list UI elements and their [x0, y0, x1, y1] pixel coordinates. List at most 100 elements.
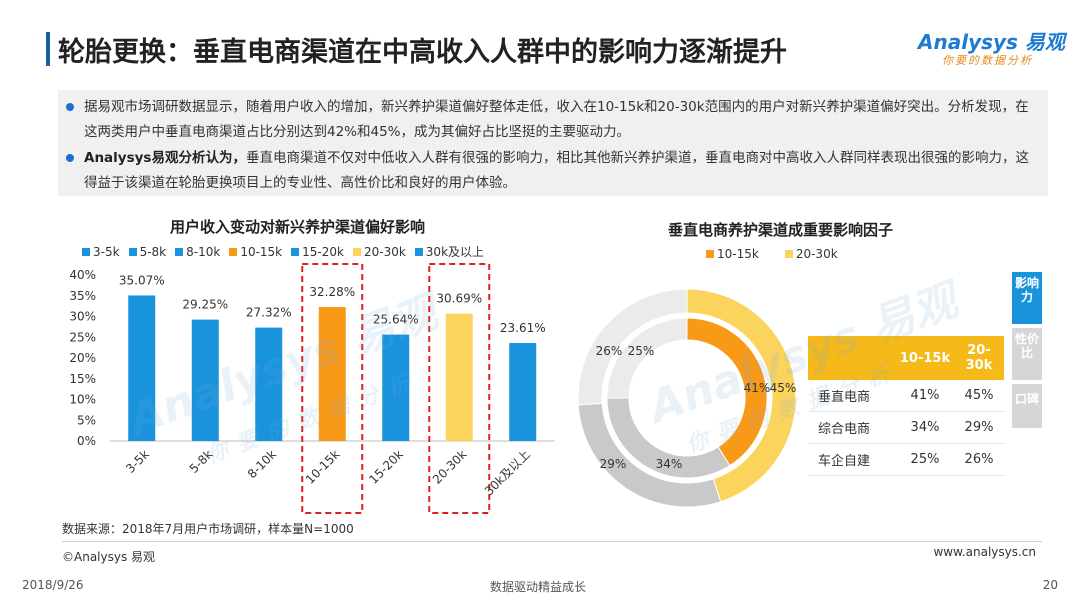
y-tick-label: 40% — [69, 268, 96, 282]
bar — [128, 295, 156, 441]
bar-legend-item: 8-10k — [175, 245, 220, 259]
bar-value-label: 25.64% — [373, 313, 419, 327]
bar-legend-item: 15-20k — [291, 245, 344, 259]
x-tick-label: 3-5k — [123, 447, 152, 476]
bar-chart: 0% 5% 10% 15% 20% 25% 30% 35% 40% 35.07% 3-5k 29.25… — [69, 263, 555, 514]
y-tick-label: 10% — [69, 393, 96, 407]
data-source-note: 数据来源：2018年7月用户市场调研，样本量N=1000 — [62, 522, 354, 536]
factor-table-header-10-15k: 10-15k — [896, 336, 954, 380]
footer-date: 2018/9/26 — [22, 578, 84, 592]
highlight-box — [301, 263, 364, 514]
page-number: 20 — [1042, 578, 1058, 592]
tab-influence[interactable]: 影响力 — [1012, 272, 1042, 324]
footer-divider — [62, 541, 1042, 542]
donut-legend-item: 10-15k — [706, 247, 759, 261]
table-cell: 29% — [954, 411, 1004, 444]
x-tick-label: 5-8k — [187, 447, 216, 476]
legend-swatch — [706, 250, 714, 258]
bullet-dot-icon — [66, 154, 74, 162]
donut-slice-label: 34% — [656, 457, 683, 471]
donut-slice-label: 29% — [600, 457, 627, 471]
bar — [191, 319, 219, 441]
factor-table: 10-15k 20-30k 垂直电商 41% 45% 综合电商 34% 29% … — [808, 336, 1004, 476]
donut-slice — [577, 288, 688, 406]
bar-value-label: 23.61% — [500, 321, 546, 335]
donut-slice-label: 25% — [628, 344, 655, 358]
donut-legend-item: 20-30k — [784, 247, 838, 261]
website-link[interactable]: www.analysys.cn — [933, 545, 1036, 559]
donut-slice-label: 45% — [770, 381, 797, 395]
bar-value-label: 30.69% — [436, 292, 482, 306]
table-cell: 25% — [896, 443, 954, 476]
x-tick-label: 8-10k — [245, 447, 279, 481]
bar — [318, 307, 346, 441]
logo-tagline: 你要的数据分析 — [942, 54, 1033, 67]
bar — [445, 313, 473, 441]
legend-swatch — [229, 248, 238, 256]
table-cell: 45% — [954, 380, 1004, 412]
bar — [382, 334, 410, 441]
y-tick-label: 0% — [77, 434, 96, 448]
legend-swatch — [352, 248, 361, 256]
table-cell: 26% — [954, 443, 1004, 476]
donut-slice-label: 41% — [744, 381, 771, 395]
table-cell: 综合电商 — [808, 411, 896, 444]
legend-label: 8-10k — [186, 245, 221, 259]
logo-main-text: Analysys 易观 — [918, 30, 1065, 54]
bar-chart-title: 用户收入变动对新兴养护渠道偏好影响 — [170, 218, 426, 236]
x-tick-label: 10-15k — [303, 447, 343, 487]
copyright: ©Analysys 易观 — [62, 550, 156, 564]
bar-value-label: 32.28% — [309, 285, 355, 299]
donut-chart: 41% 45% 34% 29% 26% 25% — [577, 288, 797, 508]
tab-reputation[interactable]: 口碑 — [1012, 384, 1042, 428]
legend-label: 30k及以上 — [425, 245, 485, 259]
factor-table-header-blank — [808, 336, 896, 380]
donut-slice — [606, 317, 688, 399]
table-row: 综合电商 34% 29% — [808, 411, 1004, 444]
legend-swatch — [784, 250, 793, 258]
bar-value-label: 27.32% — [246, 306, 292, 320]
bar-legend-item: 3-5k — [82, 245, 120, 259]
bar — [255, 327, 283, 441]
x-tick-label: 15-20k — [366, 447, 406, 487]
legend-label: 5-8k — [139, 245, 167, 259]
legend-label: 15-20k — [302, 245, 344, 259]
donut-chart-legend: 10-15k 20-30k — [706, 247, 864, 261]
summary-bullet-2-text: Analysys易观分析认为，垂直电商渠道不仅对中低收入人群有很强的影响力，相比… — [84, 146, 1039, 196]
summary-bullet-2-body: 垂直电商渠道不仅对中低收入人群有很强的影响力，相比其他新兴养护渠道，垂直电商对中… — [84, 150, 1029, 191]
y-tick-label: 35% — [69, 289, 96, 303]
bullet-dot-icon — [66, 103, 74, 111]
bar-legend-item: 10-15k — [229, 245, 282, 259]
x-tick-label: 20-30k — [430, 447, 470, 487]
tab-value-for-money[interactable]: 性价比 — [1012, 328, 1042, 380]
bar — [509, 343, 537, 441]
bar-legend-item: 5-8k — [128, 245, 167, 259]
legend-label: 10-15k — [240, 245, 283, 259]
legend-label: 20-30k — [795, 247, 838, 261]
y-tick-label: 20% — [69, 351, 96, 365]
factor-tab-strip: 影响力 性价比 口碑 — [1012, 272, 1042, 428]
title-accent-bar — [46, 32, 50, 66]
table-cell: 车企自建 — [808, 443, 896, 476]
table-cell: 垂直电商 — [808, 380, 896, 412]
y-tick-label: 5% — [77, 413, 96, 427]
bar-legend-item: 30k及以上 — [414, 243, 485, 260]
table-cell: 34% — [896, 411, 954, 444]
table-cell: 41% — [896, 380, 954, 412]
y-tick-label: 30% — [69, 310, 96, 324]
footer-slogan: 数据驱动精益成长 — [490, 580, 587, 594]
legend-label: 20-30k — [363, 245, 406, 259]
donut-slice-label: 26% — [596, 344, 623, 358]
analysys-logo: Analysys 易观 你要的数据分析 — [918, 24, 1068, 74]
legend-swatch — [414, 248, 423, 256]
highlight-box — [428, 263, 491, 514]
donut-chart-title: 垂直电商养护渠道成重要影响因子 — [668, 221, 894, 239]
y-tick-label: 15% — [69, 372, 96, 386]
bar-value-label: 29.25% — [182, 298, 228, 312]
legend-swatch — [128, 248, 137, 256]
legend-label: 3-5k — [93, 245, 120, 259]
page-title: 轮胎更换：垂直电商渠道在中高收入人群中的影响力逐渐提升 — [58, 37, 787, 68]
bar-legend-item: 20-30k — [352, 245, 406, 259]
legend-swatch — [82, 248, 90, 256]
table-row: 车企自建 25% 26% — [808, 443, 1004, 476]
